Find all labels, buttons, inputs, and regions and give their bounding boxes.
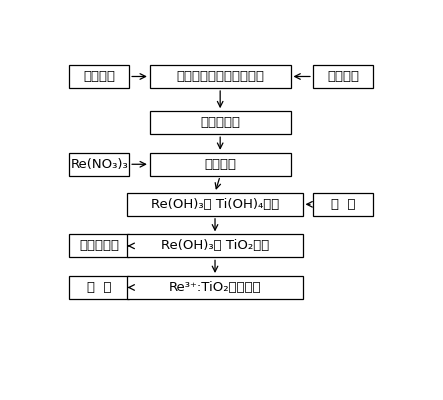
FancyBboxPatch shape bbox=[69, 234, 129, 258]
Text: 乳白色溶胶: 乳白色溶胶 bbox=[200, 116, 240, 129]
FancyBboxPatch shape bbox=[69, 153, 129, 176]
Text: 钛酸丁酯: 钛酸丁酯 bbox=[83, 70, 115, 83]
Text: 搅拌混匀: 搅拌混匀 bbox=[204, 158, 236, 171]
FancyBboxPatch shape bbox=[150, 111, 291, 134]
FancyBboxPatch shape bbox=[128, 234, 303, 258]
Text: 去离子水: 去离子水 bbox=[327, 70, 359, 83]
Text: 煅  烧: 煅 烧 bbox=[87, 281, 111, 294]
FancyBboxPatch shape bbox=[69, 65, 129, 88]
FancyBboxPatch shape bbox=[128, 193, 303, 216]
FancyBboxPatch shape bbox=[313, 65, 373, 88]
FancyBboxPatch shape bbox=[150, 65, 291, 88]
FancyBboxPatch shape bbox=[128, 276, 303, 299]
Text: Re(OH)₃与 TiO₂凝胶: Re(OH)₃与 TiO₂凝胶 bbox=[161, 239, 269, 252]
Text: Re(OH)₃与 Ti(OH)₄沉淀: Re(OH)₃与 Ti(OH)₄沉淀 bbox=[151, 198, 279, 211]
FancyBboxPatch shape bbox=[313, 193, 373, 216]
Text: 无水乙醇、冰醋酸混合物: 无水乙醇、冰醋酸混合物 bbox=[176, 70, 264, 83]
Text: Re(NO₃)₃: Re(NO₃)₃ bbox=[70, 158, 128, 171]
FancyBboxPatch shape bbox=[69, 276, 129, 299]
FancyBboxPatch shape bbox=[150, 153, 291, 176]
Text: 氨  水: 氨 水 bbox=[330, 198, 355, 211]
Text: 过滤、干燥: 过滤、干燥 bbox=[79, 239, 119, 252]
Text: Re³⁺:TiO₂纳米粉末: Re³⁺:TiO₂纳米粉末 bbox=[169, 281, 261, 294]
